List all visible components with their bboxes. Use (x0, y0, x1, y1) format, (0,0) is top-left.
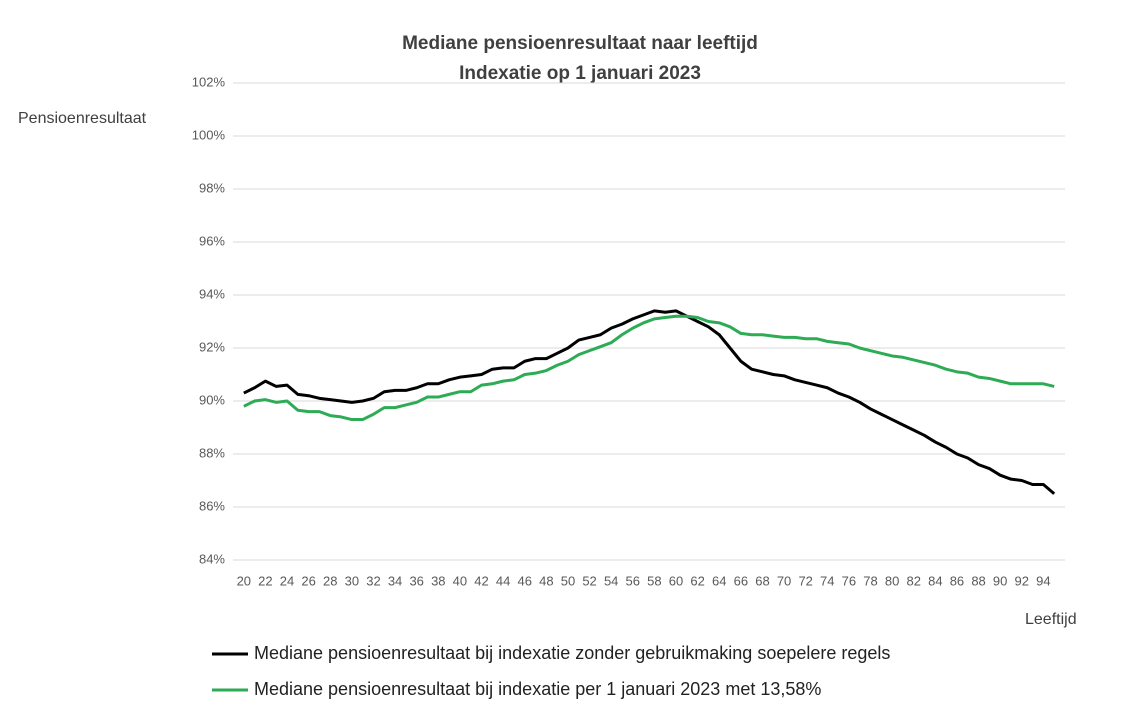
chart-title: Mediane pensioenresultaat naar leeftijd (402, 33, 758, 54)
x-tick-label: 62 (690, 573, 704, 588)
x-tick-label: 88 (971, 573, 985, 588)
y-tick-label: 94% (199, 286, 225, 301)
x-tick-label: 70 (777, 573, 791, 588)
x-tick-label: 74 (820, 573, 834, 588)
x-tick-label: 82 (906, 573, 920, 588)
y-tick-label: 92% (199, 339, 225, 354)
x-tick-label: 38 (431, 573, 445, 588)
x-tick-label: 68 (755, 573, 769, 588)
chart-subtitle: Indexatie op 1 januari 2023 (459, 63, 701, 84)
x-tick-label: 30 (345, 573, 359, 588)
y-tick-label: 88% (199, 445, 225, 460)
x-tick-label: 76 (842, 573, 856, 588)
y-tick-label: 84% (199, 551, 225, 566)
x-tick-label: 60 (669, 573, 683, 588)
x-tick-label: 84 (928, 573, 942, 588)
y-tick-label: 96% (199, 233, 225, 248)
x-tick-label: 48 (539, 573, 553, 588)
x-tick-label: 90 (993, 573, 1007, 588)
x-tick-label: 36 (409, 573, 423, 588)
x-tick-label: 44 (496, 573, 510, 588)
x-tick-label: 72 (798, 573, 812, 588)
y-tick-label: 100% (192, 127, 226, 142)
x-tick-label: 64 (712, 573, 726, 588)
x-tick-label: 50 (561, 573, 575, 588)
x-tick-label: 20 (237, 573, 251, 588)
legend-label: Mediane pensioenresultaat bij indexatie … (254, 643, 890, 663)
y-tick-label: 98% (199, 180, 225, 195)
legend-label: Mediane pensioenresultaat bij indexatie … (254, 679, 821, 699)
x-tick-label: 86 (950, 573, 964, 588)
x-tick-label: 92 (1015, 573, 1029, 588)
x-tick-label: 54 (604, 573, 618, 588)
x-tick-label: 56 (626, 573, 640, 588)
series-line (243, 309, 1056, 495)
x-tick-label: 28 (323, 573, 337, 588)
y-tick-label: 86% (199, 498, 225, 513)
x-tick-label: 80 (885, 573, 899, 588)
x-tick-label: 32 (366, 573, 380, 588)
x-tick-label: 22 (258, 573, 272, 588)
x-tick-label: 40 (453, 573, 467, 588)
x-tick-label: 78 (863, 573, 877, 588)
x-tick-label: 46 (518, 573, 532, 588)
x-tick-label: 26 (301, 573, 315, 588)
x-tick-label: 66 (734, 573, 748, 588)
x-tick-label: 34 (388, 573, 402, 588)
x-tick-label: 42 (474, 573, 488, 588)
x-tick-label: 24 (280, 573, 294, 588)
y-tick-label: 90% (199, 392, 225, 407)
x-tick-label: 58 (647, 573, 661, 588)
x-tick-label: 52 (582, 573, 596, 588)
y-tick-label: 102% (192, 74, 226, 89)
x-axis-label: Leeftijd (1025, 611, 1077, 628)
series-line (243, 314, 1055, 422)
y-axis-label: Pensioenresultaat (18, 110, 147, 127)
x-tick-label: 94 (1036, 573, 1050, 588)
